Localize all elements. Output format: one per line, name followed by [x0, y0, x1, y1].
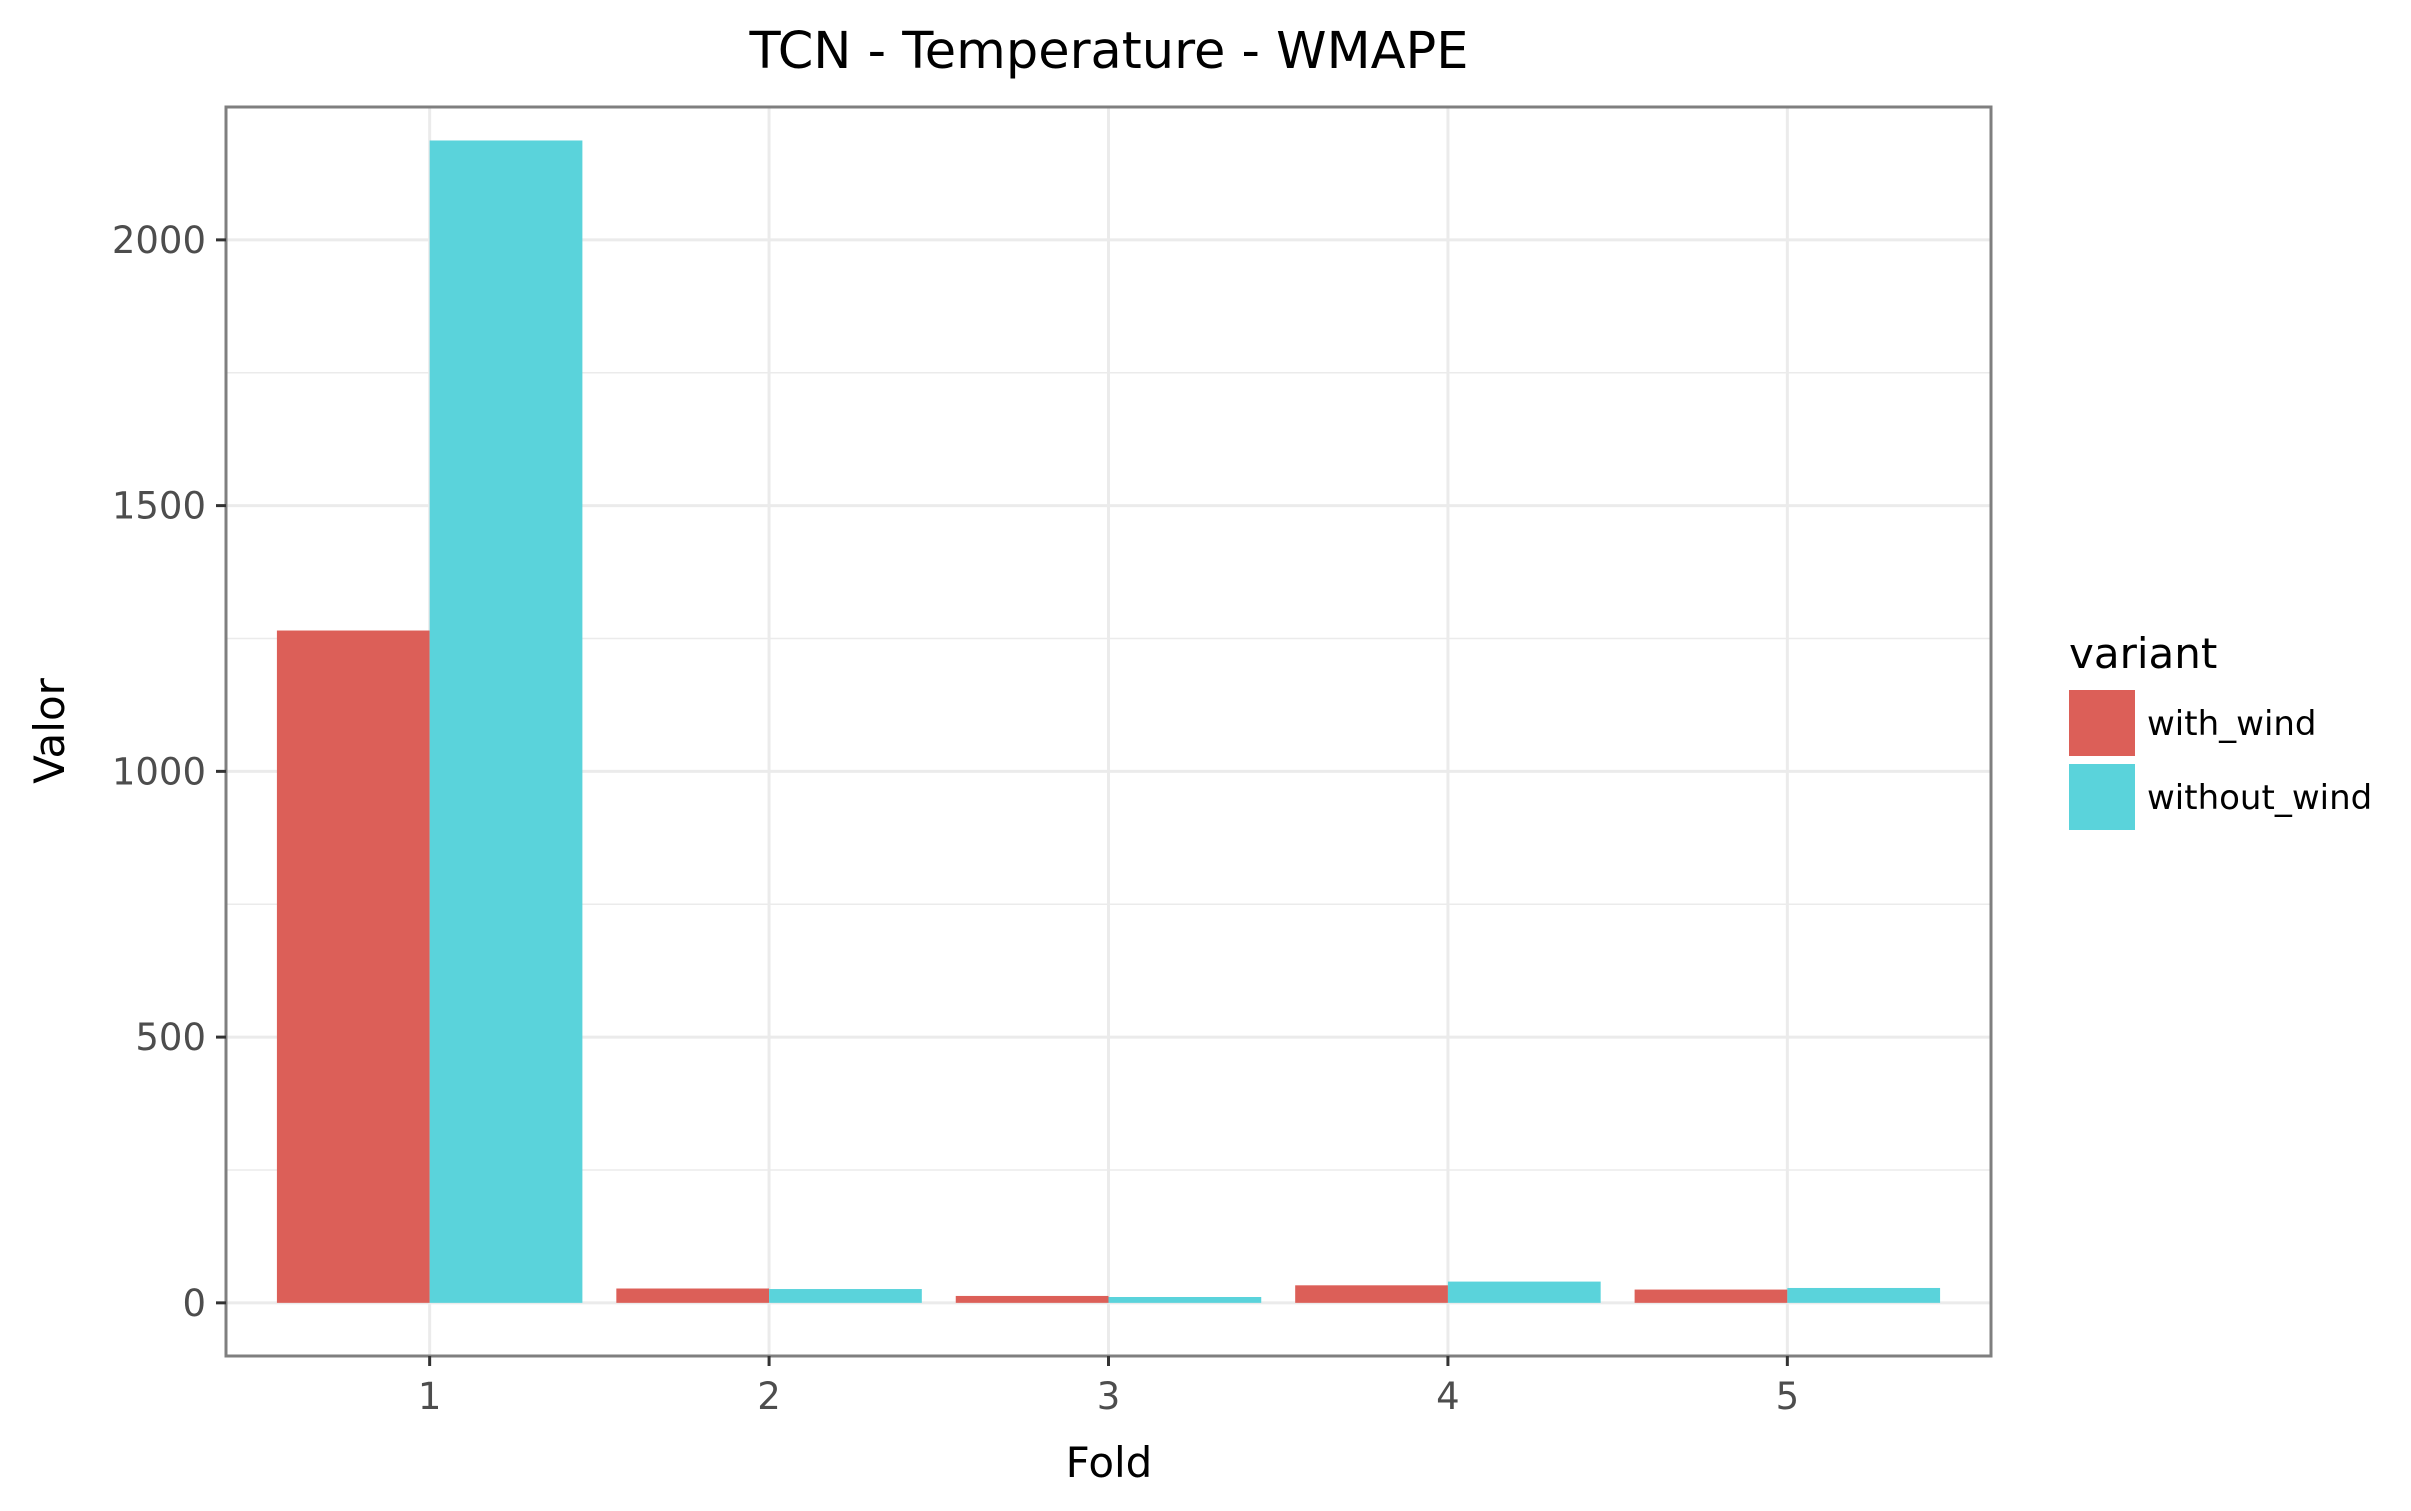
x-tick-label: 4 [1436, 1375, 1460, 1418]
legend-title: variant [2069, 629, 2217, 678]
bar-with_wind-fold-1 [276, 630, 430, 1303]
legend-label-without_wind: without_wind [2147, 778, 2372, 818]
axes: 0 500 1000 1500 2000 1 2 3 4 5 [112, 219, 1799, 1418]
x-tick-label: 2 [757, 1375, 781, 1418]
bar-with_wind-fold-3 [955, 1295, 1109, 1303]
x-axis-title: Fold [1066, 1438, 1153, 1487]
x-tick-label: 5 [1776, 1375, 1800, 1418]
chart-title: TCN - Temperature - WMAPE [749, 22, 1469, 81]
bar-without_wind-fold-1 [429, 140, 583, 1303]
legend-label-with_wind: with_wind [2147, 704, 2317, 744]
y-axis-title: Valor [25, 677, 74, 784]
legend-key-without_wind [2069, 764, 2135, 830]
legend-items: with_wind without_wind [2069, 690, 2372, 830]
y-tick-label: 1500 [112, 485, 206, 528]
x-tick-label: 3 [1097, 1375, 1121, 1418]
bar-with_wind-fold-2 [616, 1288, 770, 1303]
bar-with_wind-fold-4 [1295, 1285, 1448, 1303]
bar-without_wind-fold-5 [1787, 1287, 1941, 1303]
y-tick-label: 0 [182, 1282, 206, 1325]
y-tick-label: 1000 [112, 750, 206, 793]
bar-without_wind-fold-3 [1108, 1297, 1262, 1303]
bars [276, 140, 1941, 1303]
bar-without_wind-fold-4 [1447, 1281, 1601, 1303]
legend: variant with_wind without_wind [2069, 629, 2372, 830]
legend-key-with_wind [2069, 690, 2135, 756]
bar-without_wind-fold-2 [769, 1289, 922, 1303]
y-tick-label: 2000 [112, 219, 206, 262]
x-tick-label: 1 [418, 1375, 442, 1418]
bar-with_wind-fold-5 [1634, 1289, 1788, 1303]
y-tick-label: 500 [135, 1016, 206, 1059]
